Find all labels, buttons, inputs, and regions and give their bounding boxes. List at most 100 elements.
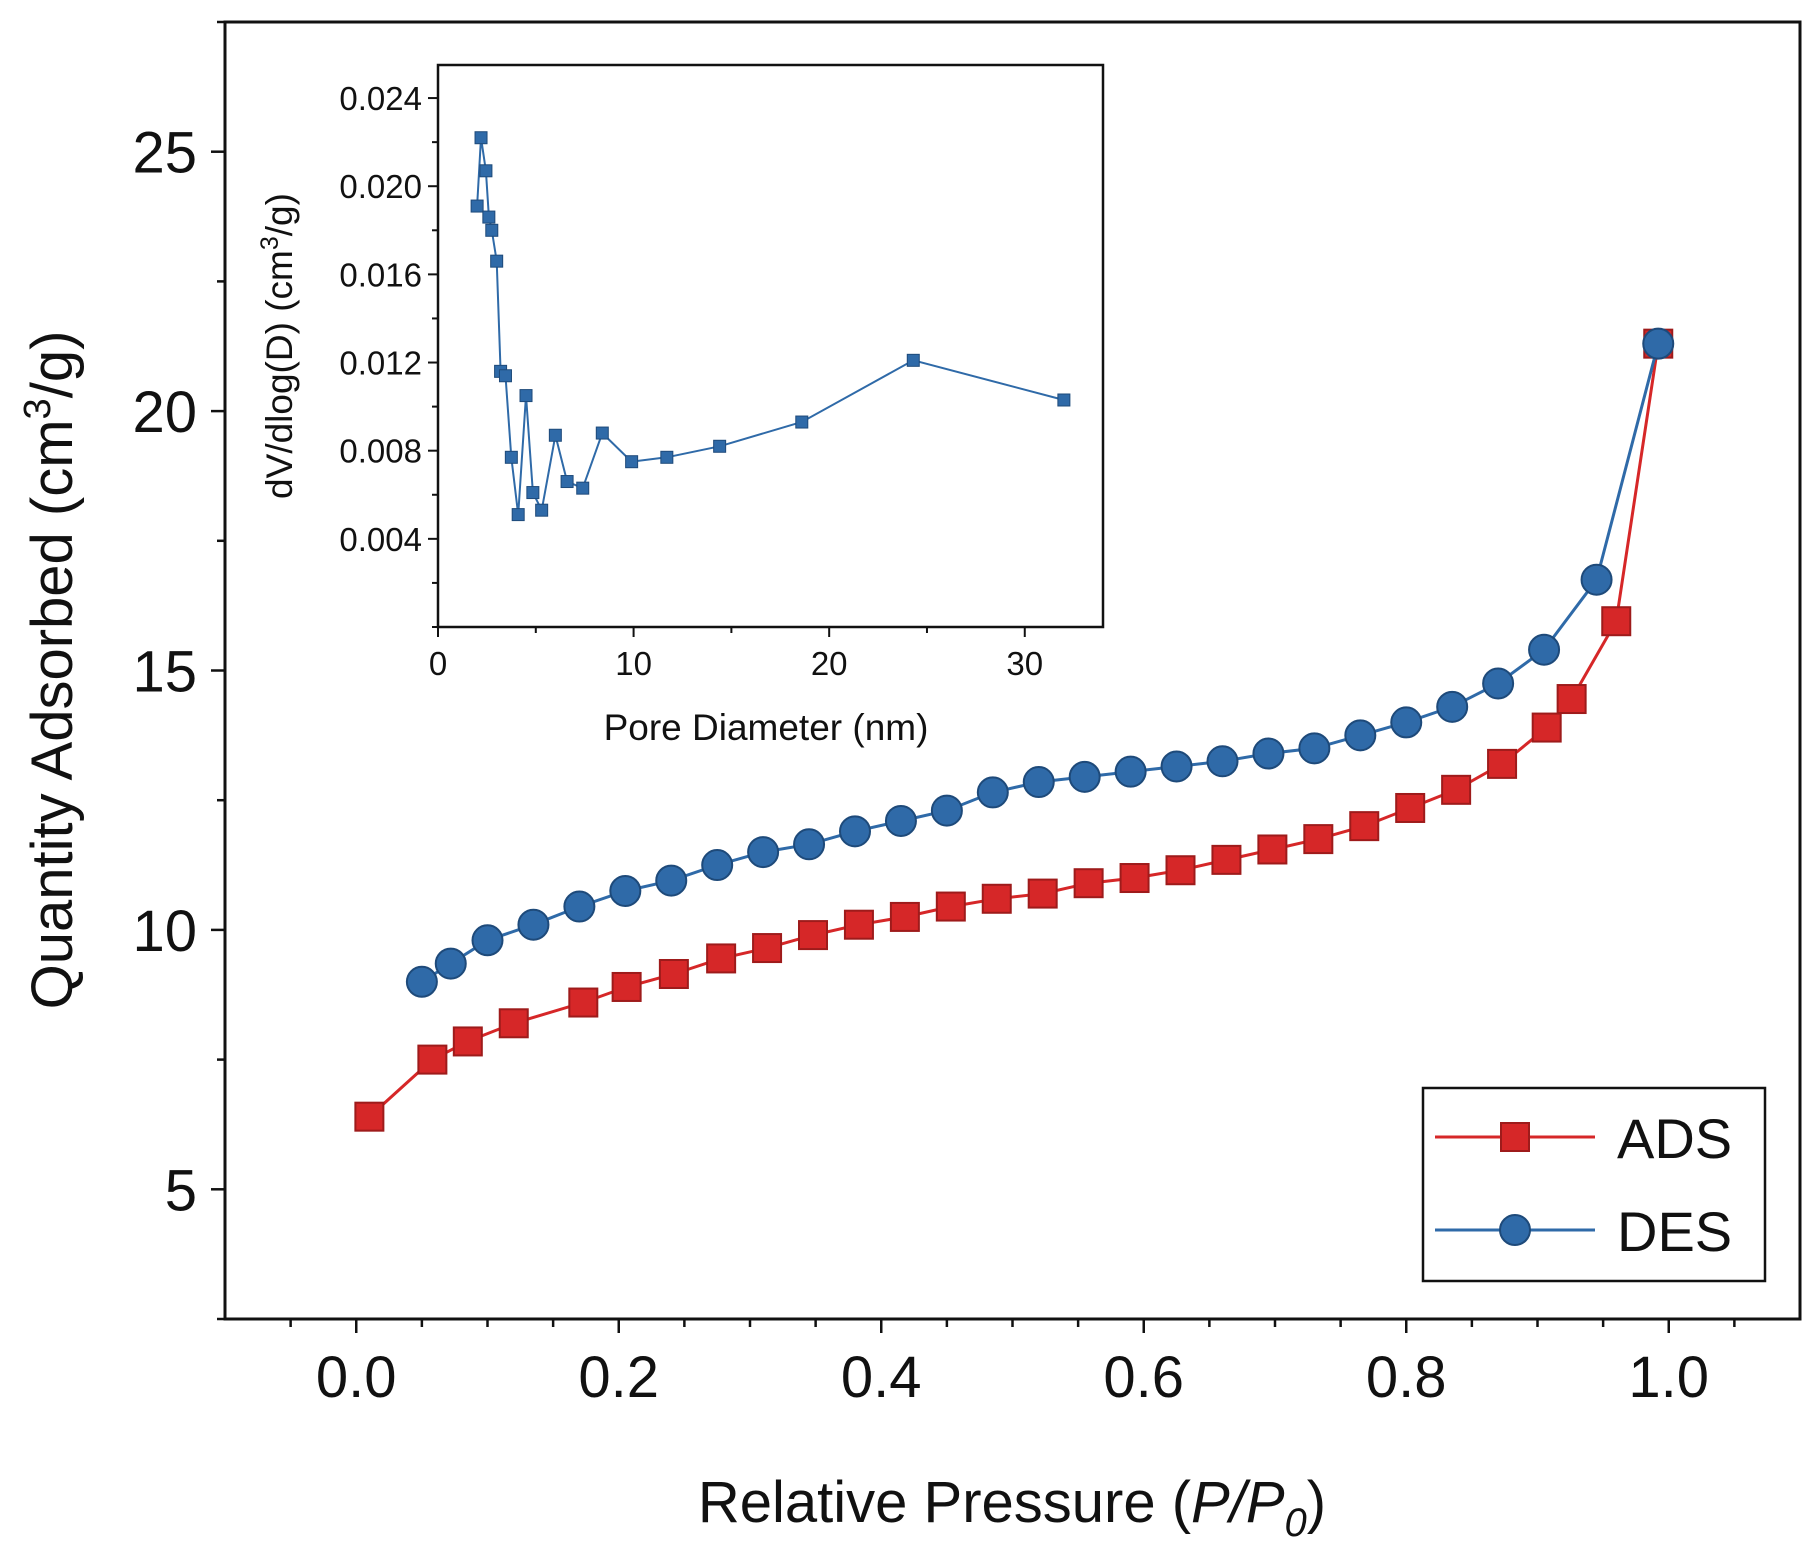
inset-x-tick-label: 20 (811, 645, 848, 682)
data-point-des (1022, 766, 1055, 799)
data-point-ads (1441, 774, 1472, 805)
inset-data-point (482, 210, 496, 224)
data-point-des (884, 804, 917, 837)
data-point-ads (1556, 684, 1587, 715)
inset-y-tick-label: 0.008 (339, 433, 422, 470)
data-point-des (434, 947, 467, 980)
data-point-des (701, 849, 734, 882)
main-y-axis-title: Quantity Adsorbed (cm3/g) (17, 331, 85, 1010)
inset-x-axis-title: Pore Diameter (nm) (604, 707, 929, 748)
data-point-des (793, 828, 826, 861)
legend-des-label: DES (1617, 1200, 1732, 1263)
inset-y-tick-label: 0.024 (339, 80, 422, 117)
series-ads (354, 328, 1674, 1132)
legend-ads-label: ADS (1617, 1107, 1732, 1170)
series-des-line (421, 343, 1660, 984)
data-point-des (1482, 667, 1515, 700)
inset-data-point (713, 439, 727, 453)
legend-box (1421, 1086, 1767, 1283)
inset-data-point (519, 389, 533, 403)
data-point-des (1114, 755, 1147, 788)
legend-des-marker (1499, 1214, 1531, 1246)
data-point-ads (611, 971, 642, 1002)
data-point-ads (889, 901, 920, 932)
data-point-ads (798, 920, 828, 951)
main-y-tick-label: 15 (132, 640, 197, 705)
data-point-ads (752, 933, 783, 964)
inset-plot-frame (436, 63, 1105, 629)
data-point-des (1160, 750, 1193, 783)
data-point-ads (1601, 606, 1632, 637)
inset-data-point (560, 475, 574, 489)
inset-data-point (595, 426, 609, 440)
inset-y-tick-label: 0.020 (339, 168, 422, 205)
inset-data-point (576, 481, 590, 495)
main-plot: 0.0 0.2 0.4 0.6 0.8 1.0 5 10 15 20 25 ADS DES Rela… (17, 20, 1802, 1545)
inset-data-point (535, 503, 549, 517)
data-point-ads (843, 909, 874, 940)
inset-data-point (470, 199, 484, 213)
inset-data-point (504, 450, 518, 464)
inset-x-tick-label: 10 (615, 645, 652, 682)
data-point-des (1344, 719, 1377, 752)
data-point-des (563, 890, 596, 923)
data-point-ads (1303, 824, 1334, 855)
data-point-des (1068, 760, 1101, 793)
inset-data-point (474, 131, 488, 145)
inset-y-axis-title: dV/dlog(D) (cm3/g) (256, 193, 300, 499)
data-point-ads (452, 1026, 483, 1057)
inset-y-tick-label: 0.016 (339, 256, 422, 293)
inset-data-point (660, 450, 674, 464)
main-x-tick-label: 1.0 (1628, 1345, 1709, 1410)
data-point-des (1298, 732, 1331, 765)
data-point-ads (935, 891, 966, 922)
data-point-ads (706, 943, 737, 974)
main-x-tick-label: 0.4 (841, 1345, 922, 1410)
inset-data-point (625, 455, 639, 469)
main-axis-ticks: 0.0 0.2 0.4 0.6 0.8 1.0 5 10 15 20 25 (132, 20, 1736, 1410)
inset-x-tick-label: 30 (1006, 645, 1043, 682)
inset-y-tick-label: 0.004 (339, 521, 422, 558)
data-point-ads (354, 1101, 385, 1132)
main-y-tick-label: 5 (165, 1158, 197, 1223)
data-point-des (1206, 745, 1239, 778)
data-point-ads (1257, 834, 1288, 865)
data-point-des (930, 794, 963, 827)
inset-data-point (498, 369, 512, 383)
data-point-des (1252, 737, 1285, 770)
data-point-ads (1487, 748, 1518, 779)
data-point-ads (1073, 868, 1104, 899)
data-point-des (517, 908, 550, 941)
main-x-axis-title: Relative Pressure (P/P0) (698, 1470, 1326, 1545)
data-point-des (609, 874, 642, 907)
data-point-ads (1165, 855, 1196, 886)
data-point-des (747, 836, 780, 869)
legend-ads-marker (1500, 1122, 1530, 1152)
inset-data-point (526, 486, 540, 500)
inset-data-point (511, 508, 525, 522)
inset-data-point (485, 223, 499, 237)
legend: ADS DES (1421, 1086, 1767, 1283)
data-point-ads (1531, 712, 1562, 743)
data-point-des (839, 815, 871, 848)
inset-x-tick-label: 0 (429, 645, 447, 682)
data-point-ads (498, 1008, 529, 1039)
main-y-tick-label: 10 (132, 899, 197, 964)
data-point-ads (568, 987, 599, 1018)
inset-data-point (906, 353, 920, 367)
main-x-tick-label: 0.2 (578, 1345, 659, 1410)
data-point-des (471, 924, 504, 957)
main-x-tick-label: 0.6 (1103, 1345, 1184, 1410)
data-point-ads (1395, 792, 1426, 823)
data-point-ads (981, 883, 1012, 914)
inset-data-point (795, 415, 809, 429)
main-series (354, 327, 1675, 1132)
series-des (405, 327, 1675, 998)
data-point-des (1528, 633, 1561, 666)
inset-data-point (490, 254, 504, 268)
series-pore-size-distribution (470, 131, 1071, 522)
inset-data-point (548, 428, 562, 442)
main-y-tick-label: 25 (132, 121, 197, 186)
inset-data-point (479, 164, 493, 178)
